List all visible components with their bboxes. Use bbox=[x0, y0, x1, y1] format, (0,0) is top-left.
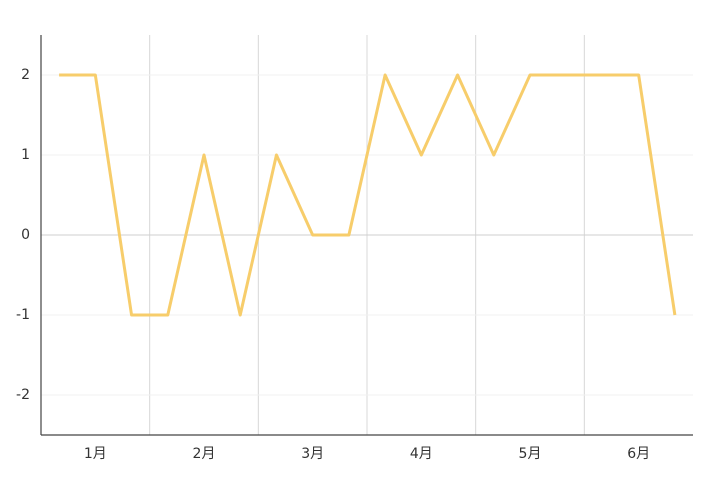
x-tick-label: 4月 bbox=[410, 446, 433, 462]
x-tick-label: 6月 bbox=[627, 446, 650, 462]
y-tick-label: -2 bbox=[16, 387, 30, 403]
y-tick-label: 2 bbox=[21, 67, 30, 83]
y-tick-label: -1 bbox=[16, 307, 30, 323]
y-tick-label: 1 bbox=[21, 147, 30, 163]
y-tick-label: 0 bbox=[21, 227, 30, 243]
x-tick-label: 2月 bbox=[193, 446, 216, 462]
x-tick-label: 1月 bbox=[84, 446, 107, 462]
x-tick-label: 5月 bbox=[519, 446, 542, 462]
x-tick-label: 3月 bbox=[301, 446, 324, 462]
line-series bbox=[59, 73, 677, 317]
